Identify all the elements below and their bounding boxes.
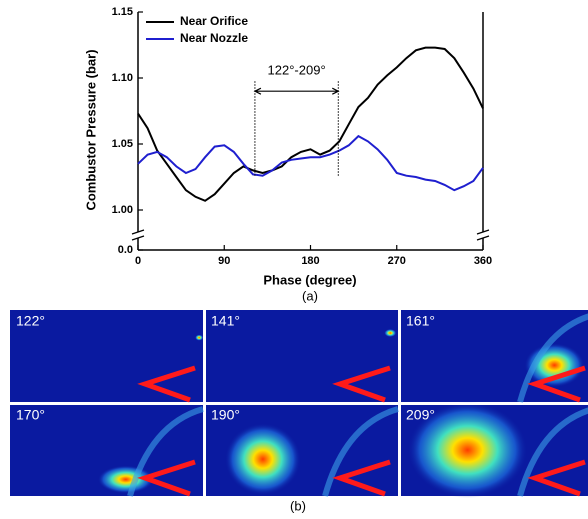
- image-panel: 141°: [205, 310, 398, 403]
- panel-label: 122°: [16, 313, 45, 329]
- flame-blob: [407, 402, 528, 498]
- flame-arc: [517, 313, 588, 403]
- flame-blob: [224, 423, 301, 496]
- x-tick-label: 0: [135, 255, 141, 267]
- caption: (a): [302, 288, 318, 303]
- line-series: [137, 46, 484, 202]
- flame-arc: [517, 407, 588, 497]
- nozzle-chevron: [137, 459, 196, 497]
- annotation-label: 122°-209°: [268, 63, 326, 78]
- axis-break: [132, 232, 144, 238]
- axis-break: [131, 229, 145, 241]
- panel-dividers: [10, 310, 588, 498]
- image-panel: 122°: [10, 310, 204, 403]
- panel-background: [205, 310, 398, 402]
- image-panels: 122° 141° 161° 170° 190° 209°: [10, 310, 588, 498]
- y-axis-label: Combustor Pressure (bar): [83, 49, 98, 210]
- panel-label: 209°: [406, 407, 435, 423]
- image-panel: 161°: [400, 310, 588, 403]
- y-tick-label: 1.10: [112, 72, 133, 84]
- nozzle-chevron: [137, 365, 196, 403]
- y-tick-label: 1.05: [112, 138, 133, 150]
- flame-blob: [195, 334, 204, 341]
- legend-label: Near Nozzle: [180, 31, 248, 45]
- y-tick-label: 1.15: [112, 6, 133, 18]
- image-panel: 170°: [10, 404, 204, 497]
- line-series: [137, 134, 484, 192]
- y-tick-label: 0.0: [118, 244, 133, 256]
- flame-arc: [322, 406, 399, 497]
- nozzle-chevron: [527, 459, 586, 497]
- flame-arc: [127, 406, 204, 497]
- y-tick-label: 1.00: [112, 204, 133, 216]
- x-tick-label: 180: [301, 255, 319, 267]
- caption: (b): [290, 498, 306, 513]
- x-axis-label: Phase (degree): [263, 272, 356, 287]
- panel-background: [10, 310, 203, 402]
- x-tick-label: 270: [388, 255, 406, 267]
- plot: 0.0 1.00 1.05 1.10 1.15 0 90 180 270 360 Near Orif…: [112, 6, 493, 267]
- axis-break: [476, 229, 490, 241]
- x-tick-label: 360: [474, 255, 492, 267]
- annotation-arrow: [253, 87, 340, 95]
- nozzle-chevron: [332, 365, 391, 403]
- legend-label: Near Orifice: [180, 14, 248, 28]
- panel-label: 141°: [211, 313, 240, 329]
- x-tick-label: 90: [218, 255, 230, 267]
- image-panel: 190°: [205, 404, 399, 497]
- panel-label: 190°: [211, 407, 240, 423]
- nozzle-chevron: [527, 365, 586, 403]
- panel-label: 170°: [16, 407, 45, 423]
- image-panel: 209°: [400, 402, 588, 498]
- panel-label: 161°: [406, 313, 435, 329]
- flame-blob: [384, 329, 397, 337]
- nozzle-chevron: [332, 459, 391, 497]
- axis-break: [477, 232, 489, 238]
